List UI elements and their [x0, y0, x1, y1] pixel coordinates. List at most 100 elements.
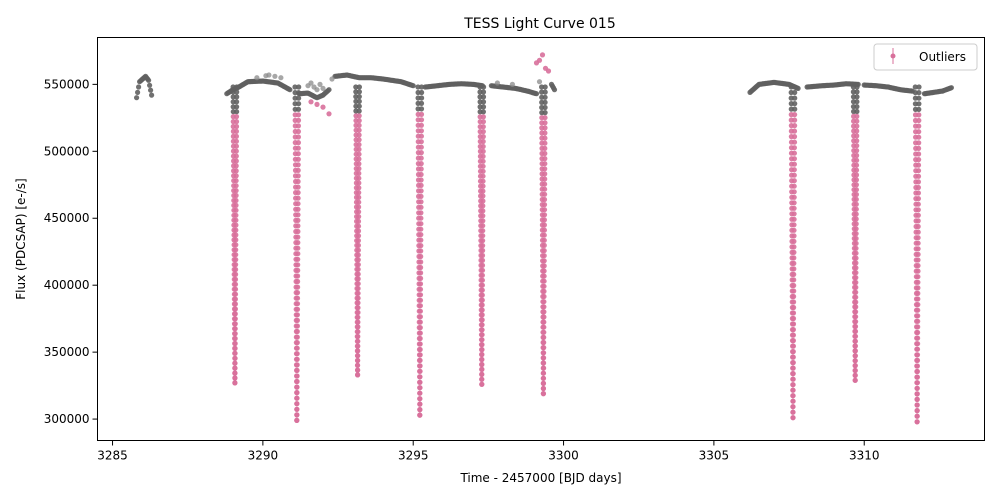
dip-point — [417, 368, 423, 374]
dip-point — [479, 356, 485, 363]
dip-point — [418, 275, 424, 281]
data-point — [146, 77, 152, 83]
dip-point — [295, 106, 302, 112]
dip-point — [850, 84, 857, 90]
dip-point — [853, 309, 859, 315]
dip-point — [539, 84, 545, 90]
dip-point — [791, 156, 798, 162]
dip-point — [417, 352, 423, 358]
dip-point — [542, 191, 548, 197]
dip-point — [853, 211, 859, 217]
dip-point — [356, 103, 362, 109]
dip-point — [418, 243, 424, 249]
dip-point — [541, 293, 547, 300]
dip-point — [418, 210, 424, 216]
dip-point — [791, 139, 798, 145]
dip-point — [915, 207, 921, 213]
data-point — [551, 87, 558, 93]
dip-point — [294, 334, 300, 340]
dip-point — [479, 257, 486, 263]
dip-point — [232, 350, 238, 356]
dip-point — [480, 99, 487, 105]
data-point — [136, 84, 142, 90]
dip-point — [479, 312, 485, 318]
dip-point — [418, 199, 424, 205]
dip-point — [914, 357, 921, 363]
dip-point — [914, 413, 920, 419]
dip-point — [542, 135, 548, 141]
dip-point — [232, 360, 238, 366]
dip-point — [418, 144, 424, 150]
dip-point — [790, 409, 796, 415]
dip-point — [853, 240, 859, 246]
x-tick-label: 3285 — [97, 449, 128, 463]
data-point — [149, 92, 155, 98]
dip-point — [418, 100, 425, 106]
dip-point — [542, 89, 548, 95]
dip-point — [233, 178, 239, 184]
dip-point — [480, 247, 486, 254]
dip-point — [541, 237, 547, 243]
dip-point — [234, 104, 240, 110]
dip-point — [417, 346, 423, 353]
dip-point — [854, 148, 860, 154]
dip-point — [541, 355, 547, 361]
dip-point — [480, 129, 486, 135]
dip-point — [791, 134, 798, 140]
outlier-point — [545, 68, 552, 74]
dip-point — [791, 227, 797, 233]
dip-point — [541, 263, 547, 269]
dip-point — [915, 279, 921, 285]
dip-point — [479, 376, 485, 382]
dip-point — [418, 270, 424, 276]
dip-point — [915, 235, 921, 241]
dip-point — [295, 173, 301, 179]
x-tick-label: 3305 — [699, 449, 730, 463]
dip-point — [295, 223, 301, 229]
x-tick-label: 3310 — [849, 449, 880, 463]
dip-point — [294, 306, 301, 312]
dip-point — [853, 221, 859, 227]
dip-point — [295, 123, 301, 129]
dip-point — [915, 201, 921, 207]
dip-point — [355, 276, 361, 282]
dip-point — [356, 204, 362, 210]
dip-point — [791, 238, 797, 244]
dip-point — [791, 288, 797, 294]
dip-point — [417, 325, 423, 331]
dip-point — [295, 112, 302, 118]
dip-point — [233, 252, 239, 258]
data-point — [326, 87, 332, 93]
dip-point — [295, 178, 301, 185]
dip-point — [791, 266, 797, 272]
dip-point — [480, 153, 486, 159]
dip-point — [233, 222, 239, 228]
dip-point — [792, 117, 798, 123]
dip-point — [915, 229, 921, 235]
dip-point — [295, 184, 301, 190]
dip-point — [853, 319, 859, 325]
dip-point — [233, 212, 239, 218]
dip-point — [295, 128, 301, 135]
dip-point — [294, 406, 300, 412]
dip-point — [294, 417, 300, 423]
dip-point — [418, 193, 424, 199]
dip-point — [480, 114, 486, 120]
dip-point — [479, 332, 485, 338]
dip-point — [791, 282, 797, 289]
dip-point — [916, 112, 922, 118]
dip-point — [914, 391, 920, 397]
dip-point — [295, 234, 301, 240]
x-axis: 3285 3290 3295 3300 3305 3310 — [97, 440, 880, 463]
dip-point — [294, 395, 300, 401]
dip-point — [356, 146, 362, 152]
dip-point — [417, 308, 423, 314]
dip-point — [541, 268, 547, 274]
dip-point — [791, 260, 797, 266]
dip-point — [480, 198, 486, 204]
dip-point — [853, 177, 860, 183]
dip-point — [419, 95, 425, 101]
dip-point — [418, 237, 424, 243]
dip-point — [791, 178, 797, 184]
dip-point — [479, 287, 485, 293]
